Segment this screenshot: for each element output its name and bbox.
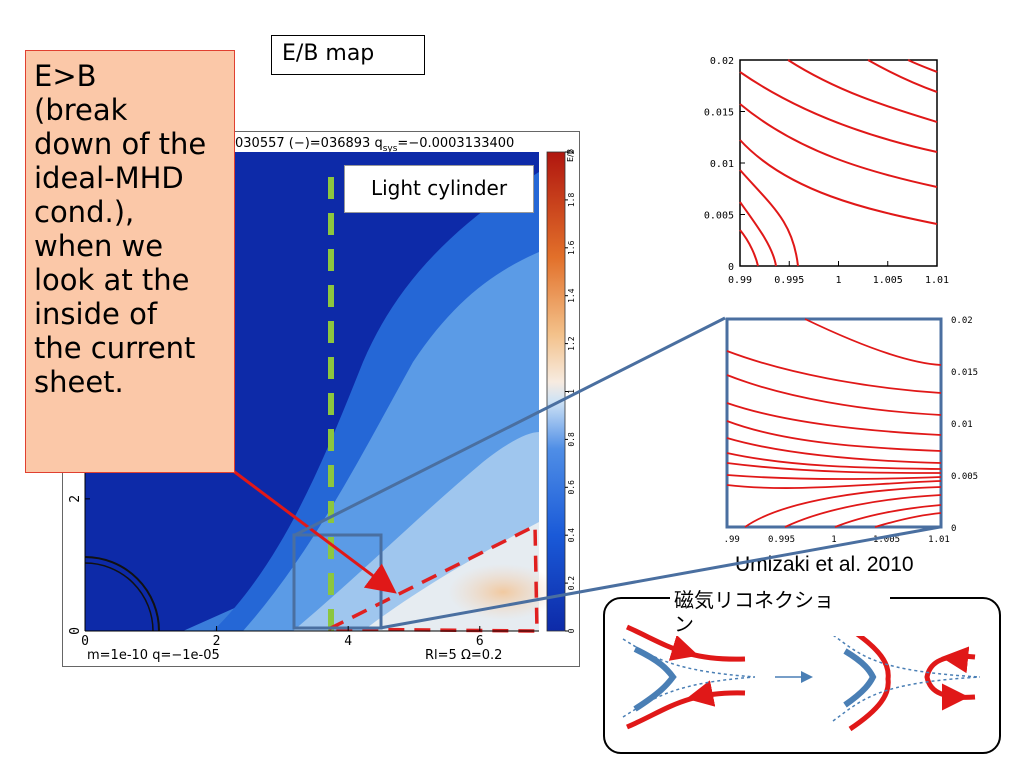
colorbar-tick-label: 1.4 (567, 288, 576, 303)
colorbar-tick-label: 0 (567, 628, 576, 633)
inset-zoom-x-label: 0.99 (725, 535, 740, 545)
colorbar-tick-label: 1.2 (567, 336, 576, 351)
inset-top-y-label: 0 (728, 262, 734, 273)
inset-zoom-y-label: 0.005 (951, 472, 978, 482)
x-tick-label: 4 (344, 634, 352, 649)
x-tick-label: 6 (476, 634, 484, 649)
colorbar-tick-label: 0.4 (567, 528, 576, 543)
inset-zoom-frame (725, 317, 943, 529)
after-reconnection (832, 626, 981, 732)
inset-top-y-label: 0.015 (704, 108, 734, 119)
colorbar-tick-label: 2 (567, 149, 576, 154)
plot-header: 030557 (−)=036893 qsys=−0.0003133400 (235, 136, 514, 154)
light-cylinder-label: Light cylinder (344, 165, 534, 213)
contour-inset-top: 0.99 0.995 1 1.005 1.01 0 0.005 0.01 0.015 0.02 (704, 56, 949, 286)
inset-top-x-label: 1.01 (925, 275, 949, 286)
plot-footer-left: m=1e-10 q=−1e-05 (87, 648, 220, 663)
y-tick-label: 0 (68, 627, 83, 635)
inset-zoom-y-ticks: 0 0.005 0.01 0.015 0.02 (951, 316, 978, 534)
inset-top-contours (739, 59, 938, 267)
colorbar-tick-label: 0.6 (567, 480, 576, 495)
colorbar-tick-label: 1.6 (567, 240, 576, 255)
inset-top-x-label: 1.005 (873, 275, 903, 286)
colorbar-tick-label: 0.8 (567, 432, 576, 447)
x-axis-ticks: 0 2 4 6 (81, 626, 484, 649)
annotation-note: E>B (break down of the ideal-MHD cond.),… (25, 50, 235, 473)
star-boundary-outer (84, 556, 160, 632)
colorbar (546, 151, 566, 632)
inset-top-y-label: 0.02 (710, 56, 734, 67)
inset-top-y-ticks: 0 0.005 0.01 0.015 0.02 (704, 56, 745, 273)
inset-top-x-label: 0.99 (728, 275, 752, 286)
contour-inset-zoom: 0.99 0.995 1 1.005 1.01 0 0.005 0.01 0.015 0.02 (725, 316, 978, 545)
inset-top-frame (739, 59, 938, 267)
inset-top-y-label: 0.01 (710, 159, 734, 170)
inset-top-x-ticks: 0.99 0.995 1 1.005 1.01 (728, 261, 949, 286)
inset-zoom-y-label: 0.015 (951, 368, 978, 378)
y-tick-label: 2 (68, 495, 83, 503)
field-hot-spot (448, 564, 558, 620)
inset-zoom-y-label: 0.02 (951, 316, 973, 326)
inset-top-x-label: 1 (835, 275, 841, 286)
colorbar-ticks: 0 0.2 0.4 0.6 0.8 1 1.2 1.4 1.6 1.8 2 (565, 149, 576, 633)
inset-zoom-x-label: 0.995 (768, 535, 795, 545)
title-text: E/B map (282, 41, 375, 66)
colorbar-tick-label: 0.2 (567, 576, 576, 591)
colorbar-label: E/B (566, 149, 575, 162)
reconnection-diagram (622, 624, 981, 732)
citation-caption: Umizaki et al. 2010 (735, 553, 914, 576)
inset-zoom-x-ticks: 0.99 0.995 1 1.005 1.01 (725, 535, 950, 545)
x-tick-label: 2 (213, 634, 221, 649)
inset-zoom-x-label: 1.005 (873, 535, 900, 545)
before-reconnection (622, 624, 756, 730)
inset-zoom-y-label: 0.01 (951, 420, 973, 430)
reconnection-label: 磁気リコネクショ ン (670, 588, 890, 636)
star-boundary-inner (84, 562, 154, 632)
inset-zoom-x-label: 1 (831, 535, 836, 545)
inset-zoom-contours (726, 318, 942, 528)
inset-zoom-y-label: 0 (951, 524, 956, 534)
y-axis-ticks: 02 (68, 495, 90, 635)
colorbar-tick-label: 1 (567, 389, 576, 394)
x-tick-label: 0 (81, 634, 89, 649)
colorbar-tick-label: 1.8 (567, 192, 576, 207)
plot-footer-right: Rl=5 Ω=0.2 (425, 648, 502, 663)
inset-top-x-label: 0.995 (774, 275, 804, 286)
inset-top-y-label: 0.005 (704, 211, 734, 222)
inset-zoom-x-label: 1.01 (928, 535, 950, 545)
title-box: E/B map (271, 35, 425, 75)
